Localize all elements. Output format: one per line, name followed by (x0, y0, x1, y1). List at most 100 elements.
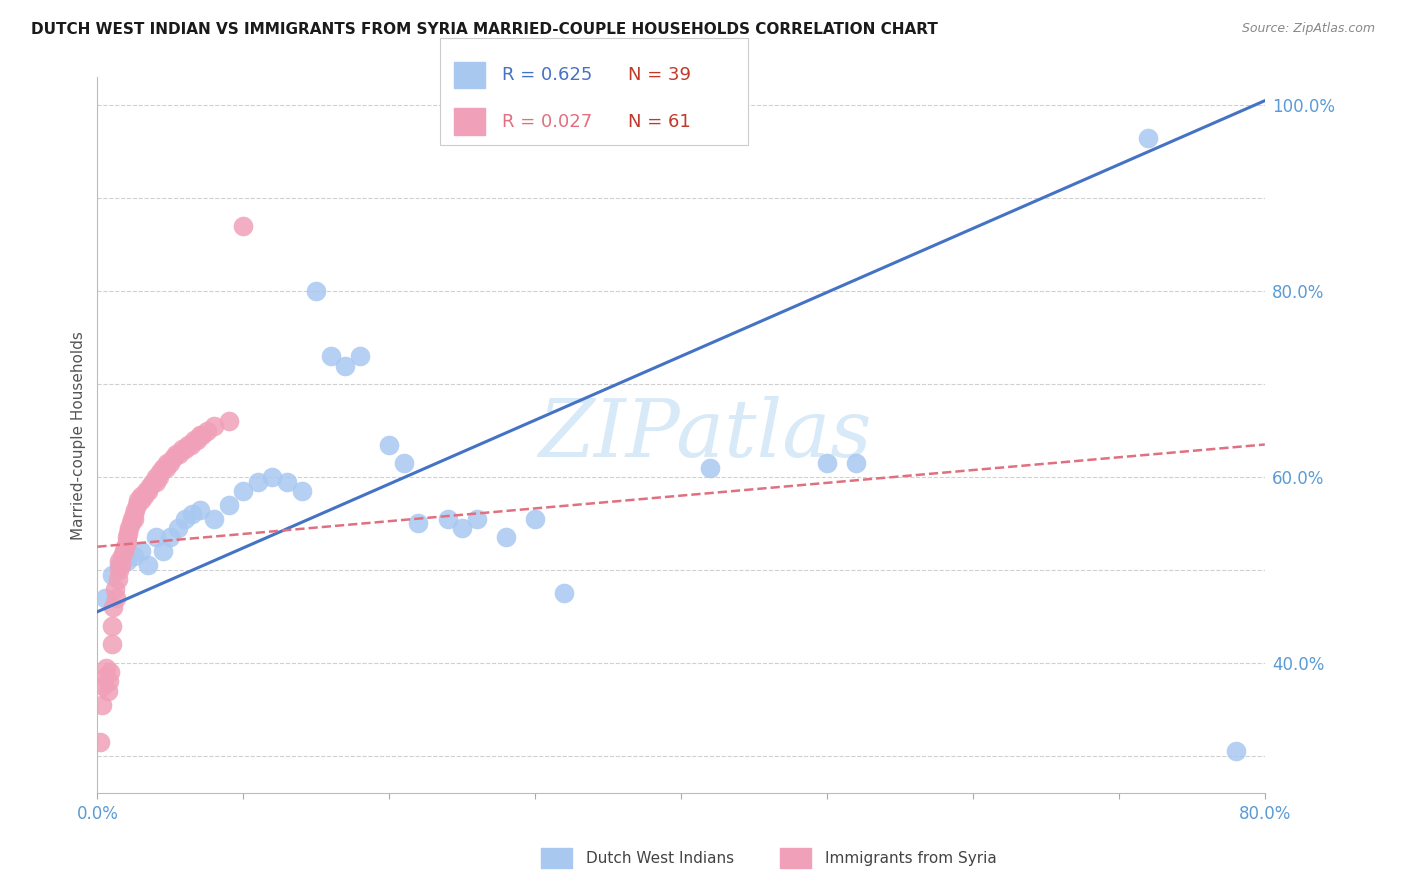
Point (134, 483, 156, 498)
Point (115, 535, 138, 549)
Point (195, 424, 218, 438)
Point (107, 572, 129, 586)
Point (218, 498, 240, 512)
Point (101, 567, 124, 582)
Point (104, 582, 127, 596)
Point (167, 447, 190, 461)
Point (120, 516, 142, 531)
Point (122, 549, 145, 563)
Point (122, 512, 145, 526)
Point (129, 544, 152, 558)
Point (142, 475, 165, 489)
Point (305, 284, 328, 298)
Text: R = 0.625: R = 0.625 (502, 66, 592, 84)
Point (115, 530, 138, 544)
Point (91, 679, 114, 693)
Text: N = 39: N = 39 (628, 66, 692, 84)
Point (174, 442, 197, 457)
Point (124, 502, 146, 516)
Point (139, 479, 162, 493)
Point (408, 516, 430, 531)
Point (156, 456, 179, 470)
Point (101, 637, 124, 651)
Point (108, 554, 131, 568)
Point (129, 493, 152, 508)
Point (97, 683, 120, 698)
Point (180, 437, 202, 451)
Point (90, 698, 112, 712)
Text: Immigrants from Syria: Immigrants from Syria (825, 851, 997, 865)
Point (94, 660, 117, 674)
Point (495, 530, 517, 544)
Point (181, 507, 204, 521)
Point (89, 735, 111, 749)
Point (1225, 744, 1247, 758)
Point (465, 512, 488, 526)
Point (177, 437, 200, 451)
Point (121, 512, 143, 526)
Point (174, 512, 197, 526)
Point (117, 525, 139, 540)
Point (93, 670, 115, 684)
Point (378, 437, 401, 451)
Point (122, 507, 145, 521)
Text: ZIPatlas: ZIPatlas (537, 396, 872, 474)
Point (125, 498, 148, 512)
Point (392, 456, 415, 470)
Point (186, 433, 208, 447)
Point (165, 447, 187, 461)
Point (202, 418, 225, 433)
Point (145, 470, 167, 484)
Point (152, 460, 174, 475)
Point (100, 665, 122, 680)
Point (93, 591, 115, 605)
Text: R = 0.027: R = 0.027 (502, 112, 592, 131)
Point (108, 563, 131, 577)
Point (319, 349, 342, 363)
Point (159, 456, 181, 470)
Point (145, 530, 167, 544)
Point (246, 475, 269, 489)
Point (103, 600, 125, 615)
Point (98, 674, 121, 689)
Text: N = 61: N = 61 (628, 112, 692, 131)
Point (152, 544, 174, 558)
Point (162, 451, 184, 466)
Point (202, 512, 225, 526)
Point (101, 618, 124, 632)
Point (699, 460, 721, 475)
Point (349, 349, 371, 363)
Point (166, 521, 188, 535)
Point (553, 586, 575, 600)
Point (155, 460, 177, 475)
Point (108, 558, 131, 573)
Point (232, 219, 254, 234)
Point (262, 470, 284, 484)
Point (138, 558, 160, 573)
Point (111, 549, 134, 563)
Point (138, 483, 160, 498)
Point (335, 359, 357, 373)
Point (183, 433, 205, 447)
Y-axis label: Married-couple Households: Married-couple Households (72, 331, 86, 540)
Text: Dutch West Indians: Dutch West Indians (586, 851, 734, 865)
Text: Source: ZipAtlas.com: Source: ZipAtlas.com (1241, 22, 1375, 36)
Point (451, 521, 474, 535)
Point (1137, 131, 1160, 145)
Point (218, 414, 240, 428)
Point (232, 483, 254, 498)
Point (149, 466, 172, 480)
Text: DUTCH WEST INDIAN VS IMMIGRANTS FROM SYRIA MARRIED-COUPLE HOUSEHOLDS CORRELATION: DUTCH WEST INDIAN VS IMMIGRANTS FROM SYR… (31, 22, 938, 37)
Point (145, 475, 167, 489)
Point (188, 502, 211, 516)
Point (291, 483, 314, 498)
Point (845, 456, 868, 470)
Point (170, 442, 193, 457)
Point (129, 489, 152, 503)
Point (815, 456, 838, 470)
Point (110, 558, 132, 573)
Point (148, 470, 170, 484)
Point (114, 540, 136, 554)
Point (524, 512, 547, 526)
Point (276, 475, 298, 489)
